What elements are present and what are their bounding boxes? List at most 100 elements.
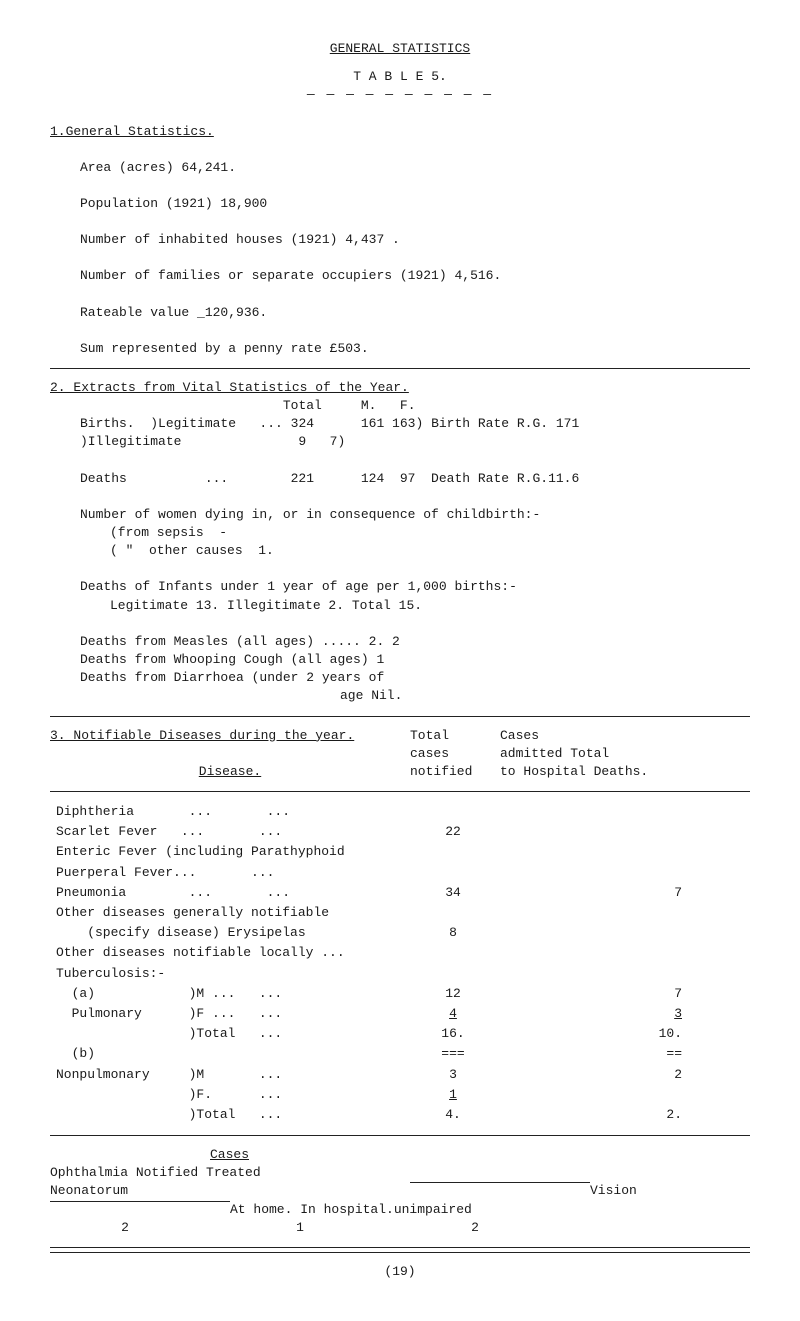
cell-v1: 4 <box>412 1004 494 1024</box>
cell-name: (specify disease) Erysipelas <box>50 923 412 943</box>
cell-v3: 7 <box>626 883 688 903</box>
divider-4 <box>50 1135 750 1136</box>
cause-l4: age Nil. <box>80 687 750 705</box>
table-row: Diphtheria ... ... <box>50 802 688 822</box>
cell-name: (b) <box>50 1044 412 1064</box>
cell-name: Pulmonary )F ... ... <box>50 1004 412 1024</box>
cell-name: Enteric Fever (including Parathyphoid <box>50 842 412 862</box>
deaths-line: Deaths ... 221 124 97 Death Rate R.G.11.… <box>80 470 750 488</box>
births-legit: )Legitimate ... 324 161 163) Birth Rate … <box>150 416 579 431</box>
table-row: Scarlet Fever ... ...22 <box>50 822 688 842</box>
cell-v2 <box>494 802 626 822</box>
divider-1 <box>50 368 750 369</box>
section-3: 3. Notifiable Diseases during the year. … <box>50 727 750 1126</box>
cell-name: Diphtheria ... ... <box>50 802 412 822</box>
neonatorum-row: Neonatorum Vision <box>50 1182 750 1200</box>
s3-colA3: notified <box>410 763 500 781</box>
cell-v1: 22 <box>412 822 494 842</box>
cell-name: )Total ... <box>50 1024 412 1044</box>
table-row: Pneumonia ... ...34 7 <box>50 883 688 903</box>
section-1: 1.General Statistics. Area (acres) 64,24… <box>50 123 750 358</box>
ophthalmia-label: Ophthalmia Notified Treated <box>50 1164 410 1182</box>
table-row: Other diseases generally notifiable <box>50 903 688 923</box>
infants-l1: Deaths of Infants under 1 year of age pe… <box>80 578 750 596</box>
cell-name: Other diseases notifiable locally ... <box>50 943 412 963</box>
cause-l2: Deaths from Whooping Cough (all ages) 1 <box>80 651 750 669</box>
s3-head-row3: Disease. notified to Hospital Deaths. <box>50 763 750 781</box>
divider-3a <box>50 791 750 792</box>
cell-name: Other diseases generally notifiable <box>50 903 412 923</box>
population-line: Population (1921) 18,900 <box>80 195 750 213</box>
col-f: F. <box>400 398 416 413</box>
table-row: )F. ...1 <box>50 1085 688 1105</box>
s3-colB: Cases <box>500 727 539 745</box>
section-2-heading: 2. Extracts from Vital Statistics of the… <box>50 380 409 395</box>
athome-row: At home. In hospital.unimpaired <box>50 1201 750 1219</box>
athome-label: At home. In hospital.unimpaired <box>230 1201 472 1219</box>
table-row: (a) )M ... ...127 <box>50 984 688 1004</box>
cell-v1: 12 <box>412 984 494 1004</box>
cell-v3: 10. <box>626 1024 688 1044</box>
doc-subtitle: T A B L E 5. <box>50 68 750 86</box>
table-row: Pulmonary )F ... ...4 3 <box>50 1004 688 1024</box>
s3-head-row1: 3. Notifiable Diseases during the year. … <box>50 727 750 745</box>
houses-line: Number of inhabited houses (1921) 4,437 … <box>80 231 750 249</box>
cases-text: Cases <box>210 1147 249 1162</box>
cell-name: Puerperal Fever... ... <box>50 863 412 883</box>
cause-l3: Deaths from Diarrhoea (under 2 years of <box>80 669 750 687</box>
num-b: 1 <box>200 1219 400 1237</box>
table-row: (b)===== <box>50 1044 688 1064</box>
cell-v1: === <box>412 1044 494 1064</box>
table-row: )Total ...16.10. <box>50 1024 688 1044</box>
divider-5 <box>50 1247 750 1248</box>
s3-colB3: to Hospital Deaths. <box>500 763 648 781</box>
rateable-line: Rateable value _120,936. <box>80 304 750 322</box>
s3-colA2: cases <box>410 745 500 763</box>
s3-colA: Total <box>410 727 500 745</box>
disease-table: Diphtheria ... ... Scarlet Fever ... ...… <box>50 802 688 1125</box>
infants-l2: Legitimate 13. Illegitimate 2. Total 15. <box>110 597 750 615</box>
cell-v1: 4. <box>412 1105 494 1125</box>
title-text: GENERAL STATISTICS <box>330 41 470 56</box>
births-illegit: )Illegitimate 9 7) <box>80 433 750 451</box>
col-head-row: Total M. F. <box>80 397 750 415</box>
cell-name: Scarlet Fever ... ... <box>50 822 412 842</box>
section-4: Cases Ophthalmia Notified Treated Neonat… <box>50 1146 750 1237</box>
cases-label: Cases <box>50 1146 750 1164</box>
s3-head-row2: cases admitted Total <box>50 745 750 763</box>
table-row: )Total ...4.2. <box>50 1105 688 1125</box>
cell-v3 <box>626 802 688 822</box>
cell-v3: 7 <box>626 984 688 1004</box>
nums-row: 2 1 2 <box>50 1219 750 1237</box>
cell-name: Pneumonia ... ... <box>50 883 412 903</box>
ophthalmia-row: Ophthalmia Notified Treated <box>50 1164 750 1182</box>
table-row: Tuberculosis:- <box>50 964 688 984</box>
penny-line: Sum represented by a penny rate £503. <box>80 340 750 358</box>
cell-v3: == <box>626 1044 688 1064</box>
table-row: (specify disease) Erysipelas8 <box>50 923 688 943</box>
subtitle-text: T A B L E 5. <box>353 69 447 84</box>
divider-5b <box>50 1252 750 1253</box>
table-row: Puerperal Fever... ... <box>50 863 688 883</box>
table-row: Other diseases notifiable locally ... <box>50 943 688 963</box>
section-2: 2. Extracts from Vital Statistics of the… <box>50 379 750 706</box>
doc-title: GENERAL STATISTICS <box>50 40 750 58</box>
table-row: Nonpulmonary )M ...32 <box>50 1065 688 1085</box>
table-row: Enteric Fever (including Parathyphoid <box>50 842 688 862</box>
neonatorum-label: Neonatorum <box>50 1182 410 1200</box>
cell-v1: 1 <box>412 1085 494 1105</box>
vision-label: Vision <box>590 1182 637 1200</box>
cell-name: Tuberculosis:- <box>50 964 412 984</box>
disease-label: Disease. <box>199 764 261 779</box>
cell-v3: 3 <box>626 1004 688 1024</box>
s3-colB2: admitted Total <box>500 745 609 763</box>
families-line: Number of families or separate occupiers… <box>80 267 750 285</box>
cell-v1 <box>412 802 494 822</box>
births-label: Births. <box>80 416 135 431</box>
num-c: 2 <box>400 1219 550 1237</box>
cell-v1: 3 <box>412 1065 494 1085</box>
area-line: Area (acres) 64,241. <box>80 159 750 177</box>
cell-v1: 34 <box>412 883 494 903</box>
cell-v3: 2. <box>626 1105 688 1125</box>
section-3-heading: 3. Notifiable Diseases during the year. <box>50 728 354 743</box>
